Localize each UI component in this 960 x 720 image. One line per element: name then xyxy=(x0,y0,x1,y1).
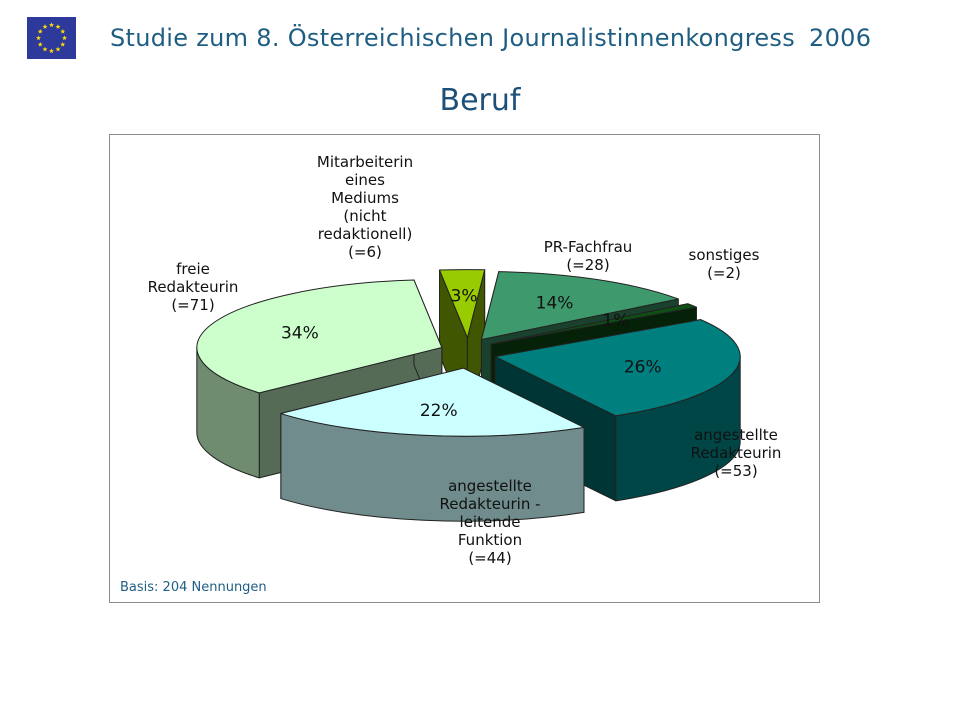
pie-chart: 3% 14% 1% 34% 26% 22% PR-Fachfrau (=28) sonstige… xyxy=(148,153,782,567)
eu-star-icon xyxy=(55,24,61,29)
slice-category-label: freie Redakteurin (=71) xyxy=(148,260,239,314)
slice-percent-label: 26% xyxy=(624,358,662,378)
chart-frame: 3% 14% 1% 34% 26% 22% PR-Fachfrau (=28) sonstige… xyxy=(109,134,820,603)
eu-star-icon xyxy=(55,46,61,52)
slice-count-label: (=6) xyxy=(348,243,382,261)
eu-star-icon xyxy=(42,24,48,29)
eu-star-icon xyxy=(49,48,54,54)
slice-category-label: PR-Fachfrau (=28) xyxy=(544,238,633,274)
header-title: Studie zum 8. Österreichischen Journalis… xyxy=(110,24,871,52)
header-title-text: Studie zum 8. Österreichischen Journalis… xyxy=(110,24,796,52)
slice-count-label: (=53) xyxy=(714,462,757,480)
basis-note: Basis: 204 Nennungen xyxy=(120,580,267,595)
slice-percent-label: 34% xyxy=(281,324,319,344)
slice-percent-label: 1% xyxy=(602,311,629,331)
eu-star-icon xyxy=(42,46,48,52)
slice-count-label: (=28) xyxy=(566,256,609,274)
header-year: 2006 xyxy=(809,24,872,52)
slice-count-label: (=71) xyxy=(171,296,214,314)
pie-slice xyxy=(280,367,585,522)
eu-star-icon xyxy=(62,35,67,41)
slice-count-label: (=44) xyxy=(468,549,511,567)
eu-star-icon xyxy=(49,22,54,28)
eu-star-icon xyxy=(60,41,66,47)
eu-flag-logo xyxy=(27,17,76,59)
slice-percent-label: 3% xyxy=(451,286,478,306)
slice-category-label: sonstiges (=2) xyxy=(689,246,760,282)
eu-star-icon xyxy=(37,41,43,47)
slice-category-label: angestellte Redakteurin -leitende Funktion… xyxy=(439,477,540,567)
eu-star-icon xyxy=(36,35,41,41)
slide-title: Beruf xyxy=(439,83,521,118)
slice-category-label: Mitarbeiterin eines Mediums (nicht redaktion… xyxy=(317,153,413,261)
slice-percent-label: 22% xyxy=(420,401,458,421)
eu-star-icon xyxy=(60,28,66,34)
slice-percent-label: 14% xyxy=(536,294,574,314)
slice-category-label: angestellte Redakteurin (=53) xyxy=(691,426,782,480)
slice-count-label: (=2) xyxy=(707,264,741,282)
eu-star-icon xyxy=(37,28,43,34)
